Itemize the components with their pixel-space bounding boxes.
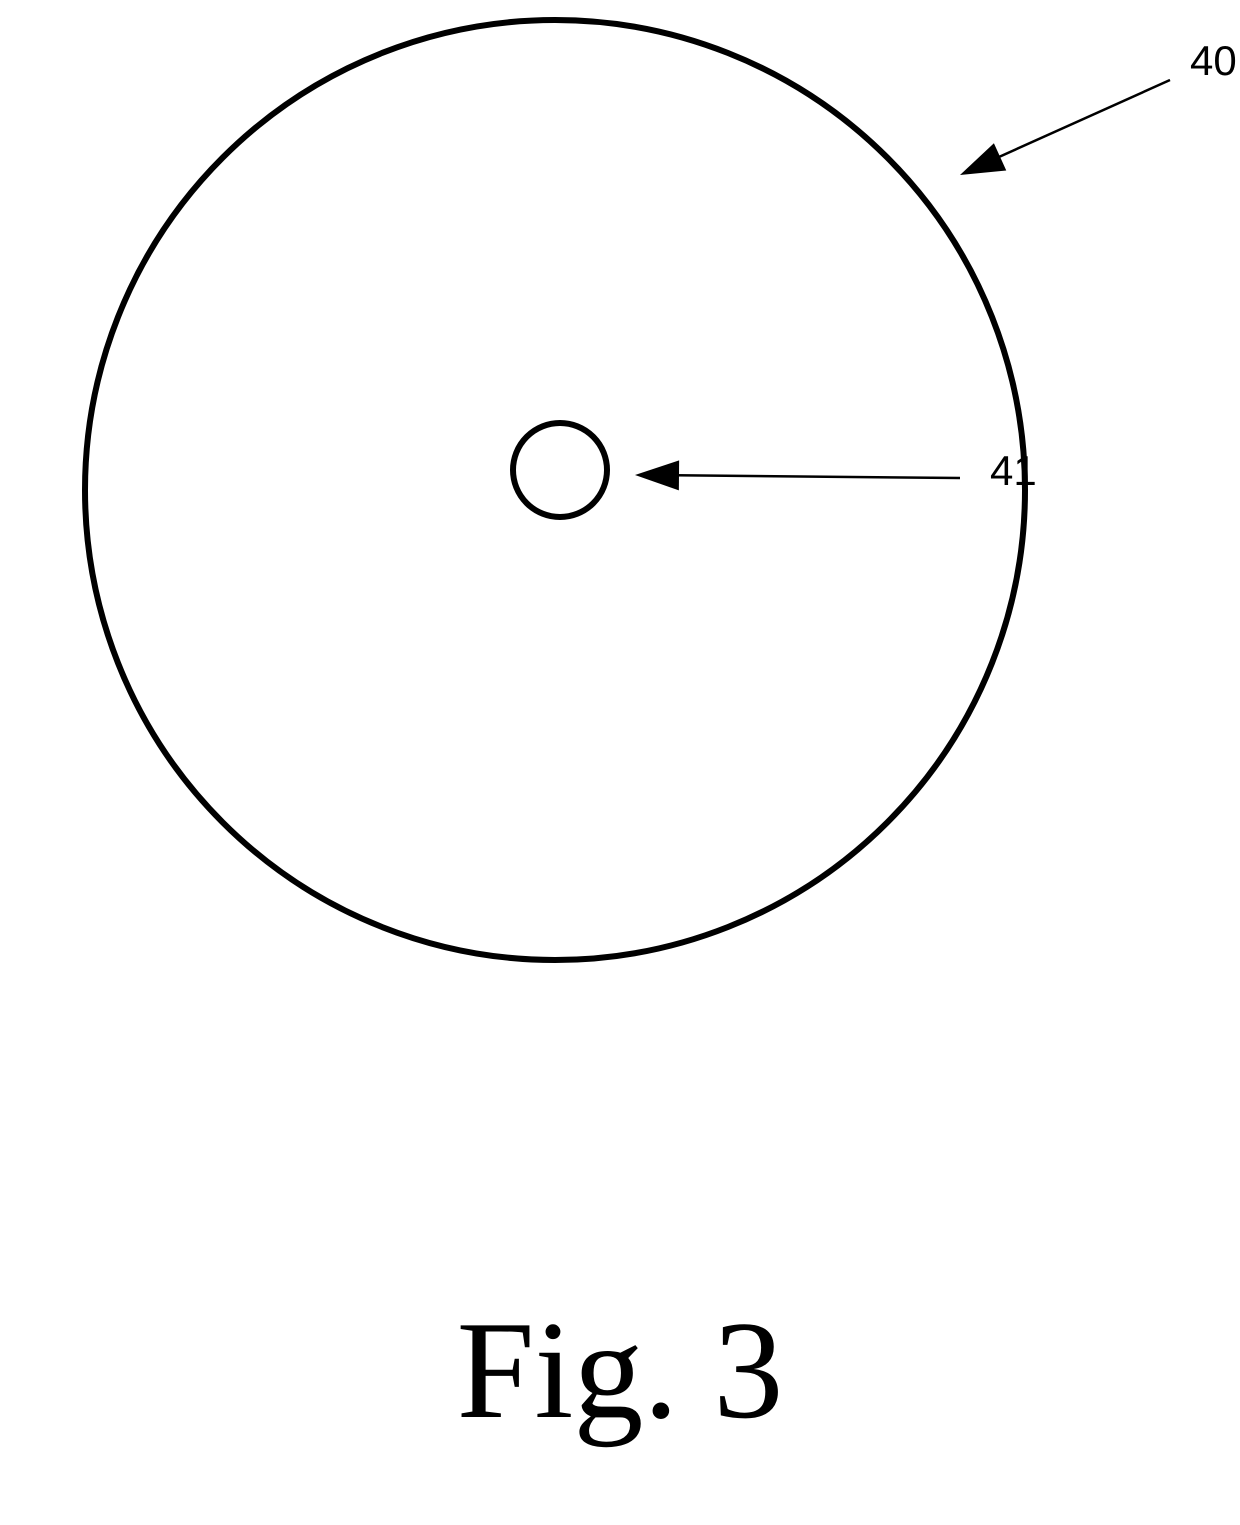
leader-41-label: 41 — [990, 447, 1037, 494]
figure-container: 40 41 Fig. 3 — [0, 0, 1240, 1525]
figure-caption: Fig. 3 — [457, 1290, 784, 1451]
leader-40-label: 40 — [1190, 37, 1237, 84]
